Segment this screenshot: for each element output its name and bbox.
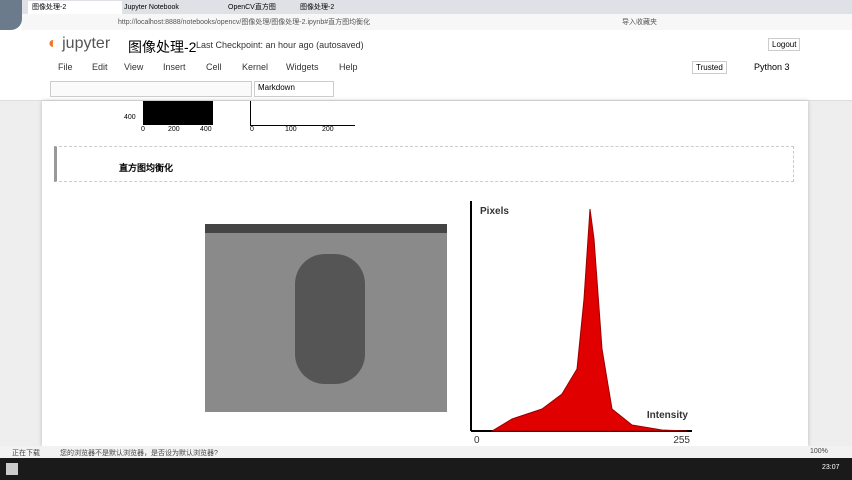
x-min: 0 (474, 435, 480, 446)
menu-item[interactable]: Insert (163, 62, 186, 72)
status-left: 正在下载 (12, 450, 40, 457)
histogram-image: Pixels Intensity 0 255 (470, 201, 692, 446)
tick: 200 (168, 126, 180, 133)
tab[interactable]: Jupyter Notebook (124, 4, 179, 11)
clock: 23:07 (822, 464, 840, 471)
tick: 200 (322, 126, 334, 133)
checkpoint: Last Checkpoint: an hour ago (autosaved) (196, 40, 364, 50)
menu-item[interactable]: File (58, 62, 73, 72)
cell-type-select[interactable]: Markdown (254, 81, 334, 97)
x-max: 255 (673, 435, 690, 446)
cell-heading: 直方图均衡化 (119, 163, 174, 173)
image-subject (295, 254, 365, 384)
tick: 0 (250, 126, 254, 133)
tab[interactable]: 图像处理-2 (28, 1, 122, 14)
image-window (205, 224, 447, 412)
tick: 0 (141, 126, 145, 133)
status-bar: 正在下载 您的浏览器不是默认浏览器，是否设为默认浏览器? 100% (0, 446, 852, 458)
url[interactable]: http://localhost:8888/notebooks/opencv/图… (118, 19, 371, 26)
markdown-cell[interactable]: 直方图均衡化 (54, 146, 794, 182)
jupyter-header: ◐ jupyter 图像处理-2 Last Checkpoint: an hou… (0, 30, 852, 101)
window-titlebar (205, 224, 447, 233)
logo[interactable]: ◐ jupyter (48, 35, 111, 52)
menu-item[interactable]: Kernel (242, 62, 269, 72)
menu-item[interactable]: Edit (92, 62, 108, 72)
tab[interactable]: OpenCV直方图 (228, 4, 276, 11)
notebook-page: 400 0 200 400 0 100 200 直方图均衡化 Pixels In… (42, 101, 808, 446)
bookmark[interactable]: 导入收藏夹 (622, 19, 657, 26)
tick: 100 (285, 126, 297, 133)
menu-item[interactable]: Help (339, 62, 358, 72)
x-label: Intensity (647, 410, 689, 421)
menu-item[interactable]: Widgets (286, 62, 319, 72)
logout-button[interactable]: Logout (768, 38, 801, 51)
menu-item[interactable]: Cell (206, 62, 222, 72)
notebook-title[interactable]: 图像处理-2 (128, 39, 197, 55)
address-bar: http://localhost:8888/notebooks/opencv/图… (22, 14, 852, 31)
start-button[interactable] (6, 463, 18, 475)
histogram-fill (490, 208, 688, 432)
trusted[interactable]: Trusted (692, 61, 727, 74)
logo-text: jupyter (62, 35, 111, 52)
tab[interactable]: 图像处理-2 (300, 4, 335, 11)
tick: 400 (200, 126, 212, 133)
tick: 400 (124, 114, 136, 121)
notebook-area: 400 0 200 400 0 100 200 直方图均衡化 Pixels In… (0, 101, 852, 446)
status-message[interactable]: 您的浏览器不是默认浏览器，是否设为默认浏览器? (60, 450, 218, 457)
y-label: Pixels (480, 206, 509, 217)
toolbar[interactable] (50, 81, 252, 97)
browser-logo[interactable] (0, 0, 22, 30)
kernel-name: Python 3 (754, 62, 790, 72)
tab-bar: 图像处理-2 Jupyter Notebook OpenCV直方图 图像处理-2 (0, 0, 852, 14)
menu-item[interactable]: View (124, 62, 144, 72)
prev-image (143, 101, 213, 125)
prev-plot (250, 101, 355, 126)
zoom[interactable]: 100% (810, 448, 828, 455)
taskbar: 23:07 (0, 458, 852, 480)
